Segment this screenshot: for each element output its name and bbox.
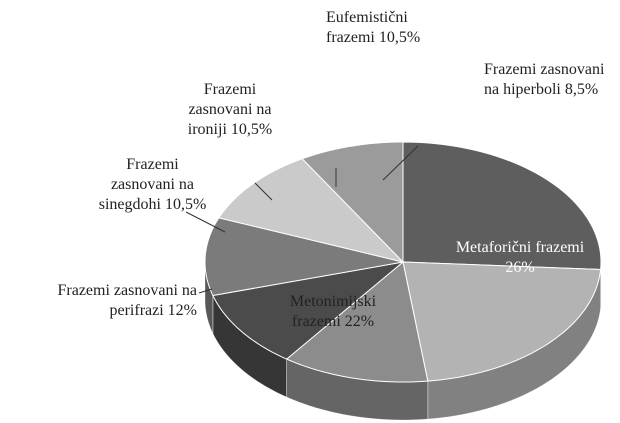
category-label: Frazemi zasnovani na sinegdohi <box>98 156 195 213</box>
leader-line <box>382 145 419 181</box>
slice-side-shade <box>427 269 601 420</box>
category-label: Metaforični frazemi <box>455 239 585 256</box>
slice-side-shade <box>212 295 287 398</box>
category-label: Frazemi zasnovani na hiperboli <box>484 61 605 98</box>
slice <box>301 141 404 264</box>
slice <box>212 261 405 360</box>
slice-label: Frazemi zasnovani na sinegdohi 10,5% <box>95 155 210 215</box>
value-label: 10,5% <box>230 121 273 138</box>
slice-label: Frazemi zasnovani na hiperboli 8,5% <box>484 60 620 100</box>
category-label: Eufemistični frazemi <box>326 9 408 46</box>
slice-label: Frazemi zasnovani na perifrazi 12% <box>0 281 198 321</box>
slice-label: Eufemistični frazemi 10,5% <box>326 8 436 48</box>
value-label: 26% <box>505 259 535 276</box>
value-label: 12% <box>167 302 197 319</box>
slice <box>285 261 429 383</box>
value-label: 10,5% <box>378 29 421 46</box>
category-label: Frazemi zasnovani na ironiji <box>187 81 272 138</box>
slice <box>402 261 602 382</box>
category-label: Frazemi zasnovani na perifrazi <box>57 282 198 319</box>
leader-line <box>198 288 213 294</box>
slice-label: Frazemi zasnovani na ironiji 10,5% <box>180 80 280 140</box>
slice-label: Metonimijski frazemi 22% <box>268 292 398 332</box>
slice <box>402 141 602 271</box>
value-label: 22% <box>344 313 375 330</box>
slice <box>218 158 405 263</box>
value-label: 10,5% <box>164 196 207 213</box>
slice-label: Metaforični frazemi 26% <box>455 238 585 278</box>
slice <box>204 217 404 297</box>
slice-side-shade <box>286 359 428 420</box>
leader-line <box>185 211 226 233</box>
category-label: Metonimijski frazemi <box>289 293 377 330</box>
leader-line <box>254 182 273 201</box>
value-label: 8,5% <box>564 81 599 98</box>
